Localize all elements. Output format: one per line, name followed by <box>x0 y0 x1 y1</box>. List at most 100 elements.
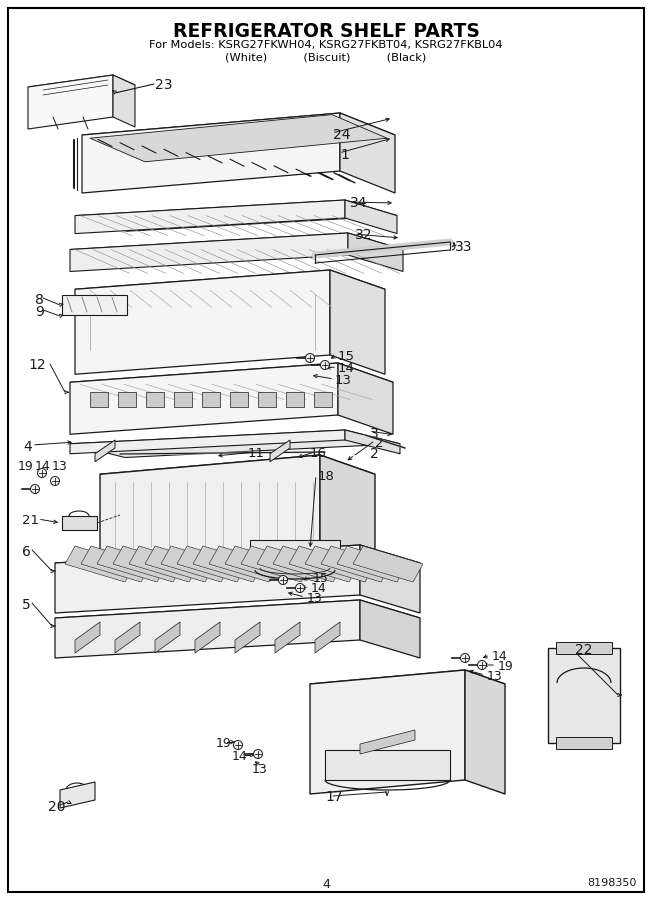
Circle shape <box>477 661 486 670</box>
Text: 13: 13 <box>307 592 323 605</box>
Text: (White)          (Biscuit)          (Black): (White) (Biscuit) (Black) <box>226 52 426 62</box>
Text: 11: 11 <box>248 447 265 460</box>
Polygon shape <box>273 546 343 582</box>
Circle shape <box>254 750 263 759</box>
Text: 3: 3 <box>370 427 379 441</box>
Polygon shape <box>65 546 135 582</box>
Polygon shape <box>556 737 612 749</box>
Text: 16: 16 <box>310 447 327 460</box>
Polygon shape <box>146 392 164 407</box>
Polygon shape <box>155 622 180 653</box>
Polygon shape <box>70 363 338 435</box>
Polygon shape <box>75 270 385 309</box>
Circle shape <box>233 741 243 750</box>
Text: 14: 14 <box>232 750 248 763</box>
Text: 2: 2 <box>375 437 383 450</box>
Polygon shape <box>320 455 375 574</box>
Polygon shape <box>174 392 192 407</box>
Text: 6: 6 <box>22 545 31 559</box>
Polygon shape <box>60 782 95 808</box>
Polygon shape <box>202 392 220 407</box>
Polygon shape <box>195 622 220 653</box>
Polygon shape <box>90 392 108 407</box>
Polygon shape <box>310 670 505 698</box>
Polygon shape <box>270 440 290 462</box>
Polygon shape <box>235 622 260 653</box>
Polygon shape <box>258 392 276 407</box>
Text: 12: 12 <box>28 358 46 372</box>
Polygon shape <box>113 75 135 127</box>
Polygon shape <box>113 546 183 582</box>
Polygon shape <box>115 622 140 653</box>
Polygon shape <box>275 622 300 653</box>
Polygon shape <box>330 270 385 374</box>
Polygon shape <box>286 392 304 407</box>
Polygon shape <box>81 546 151 582</box>
Polygon shape <box>100 455 375 493</box>
Polygon shape <box>82 113 340 193</box>
Text: 18: 18 <box>318 470 335 483</box>
Text: 19: 19 <box>216 737 231 750</box>
Text: 14: 14 <box>338 362 355 375</box>
Circle shape <box>460 653 469 662</box>
Text: For Models: KSRG27FKWH04, KSRG27FKBT04, KSRG27FKBL04: For Models: KSRG27FKWH04, KSRG27FKBT04, … <box>149 40 503 50</box>
Polygon shape <box>145 546 215 582</box>
Polygon shape <box>353 546 423 582</box>
Polygon shape <box>556 642 612 654</box>
Polygon shape <box>100 455 320 574</box>
Polygon shape <box>90 114 387 162</box>
Text: 13: 13 <box>335 374 352 387</box>
Polygon shape <box>118 392 136 407</box>
Polygon shape <box>75 622 100 653</box>
Circle shape <box>50 476 59 485</box>
Polygon shape <box>465 670 505 794</box>
Polygon shape <box>193 546 263 582</box>
Circle shape <box>306 354 314 363</box>
Text: 22: 22 <box>575 643 593 657</box>
Polygon shape <box>345 200 397 234</box>
Polygon shape <box>161 546 231 582</box>
Text: 32: 32 <box>355 228 372 242</box>
Text: 17: 17 <box>325 790 342 804</box>
Polygon shape <box>548 648 620 743</box>
Polygon shape <box>70 363 393 401</box>
Polygon shape <box>70 430 400 457</box>
Polygon shape <box>314 392 332 407</box>
Polygon shape <box>129 546 199 582</box>
Polygon shape <box>28 75 135 97</box>
Text: 33: 33 <box>455 240 473 254</box>
Polygon shape <box>250 540 340 570</box>
Text: 14: 14 <box>35 460 51 473</box>
Polygon shape <box>348 233 403 272</box>
Circle shape <box>295 583 304 592</box>
Circle shape <box>321 361 329 370</box>
Polygon shape <box>75 270 330 374</box>
Text: 13: 13 <box>252 763 268 776</box>
Polygon shape <box>321 546 391 582</box>
Polygon shape <box>55 545 420 581</box>
Polygon shape <box>257 546 327 582</box>
Polygon shape <box>70 233 403 266</box>
Polygon shape <box>177 546 247 582</box>
Polygon shape <box>209 546 279 582</box>
Text: 15: 15 <box>338 350 355 363</box>
Polygon shape <box>70 430 345 454</box>
Polygon shape <box>325 750 450 780</box>
Text: 14: 14 <box>492 650 508 663</box>
Text: 8: 8 <box>35 293 44 307</box>
Polygon shape <box>95 440 115 462</box>
Polygon shape <box>55 600 420 636</box>
Polygon shape <box>310 670 465 794</box>
Polygon shape <box>340 113 395 193</box>
Polygon shape <box>360 600 420 658</box>
Text: 34: 34 <box>350 196 368 210</box>
Polygon shape <box>55 600 360 658</box>
Text: 19: 19 <box>498 660 514 673</box>
Polygon shape <box>62 295 127 315</box>
Text: 1: 1 <box>340 148 349 162</box>
Polygon shape <box>75 200 345 234</box>
Circle shape <box>38 469 46 478</box>
Polygon shape <box>82 113 395 157</box>
Text: 8198350: 8198350 <box>587 878 637 888</box>
Polygon shape <box>230 392 248 407</box>
